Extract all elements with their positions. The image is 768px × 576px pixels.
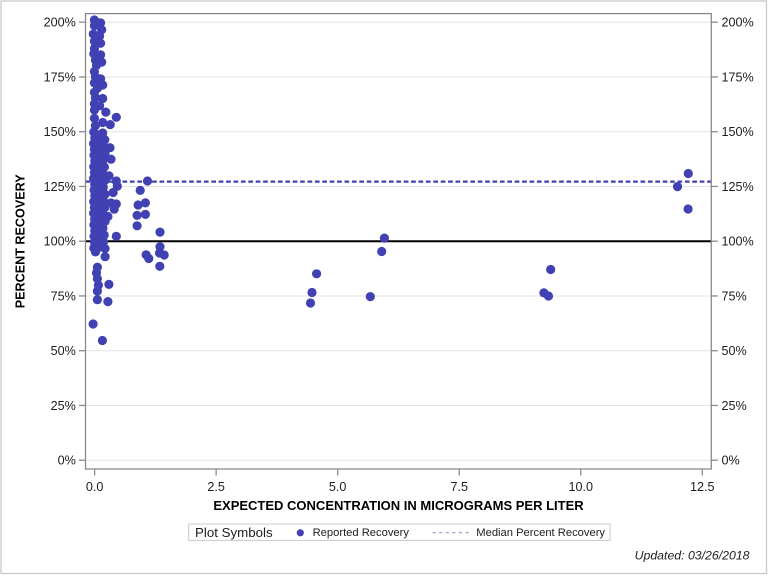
svg-text:150%: 150% [722, 125, 754, 139]
svg-text:50%: 50% [51, 344, 76, 358]
svg-text:12.5: 12.5 [690, 480, 715, 494]
svg-text:5.0: 5.0 [329, 480, 347, 494]
svg-text:Median Percent Recovery: Median Percent Recovery [476, 527, 605, 539]
svg-text:Updated: 03/26/2018: Updated: 03/26/2018 [635, 549, 750, 563]
svg-text:175%: 175% [722, 70, 754, 84]
svg-text:0%: 0% [58, 454, 76, 468]
svg-text:125%: 125% [44, 180, 76, 194]
svg-text:10.0: 10.0 [569, 480, 594, 494]
svg-text:Plot Symbols: Plot Symbols [195, 525, 273, 540]
svg-text:100%: 100% [44, 235, 76, 249]
svg-text:EXPECTED CONCENTRATION IN MICR: EXPECTED CONCENTRATION IN MICROGRAMS PER… [213, 498, 584, 513]
svg-text:0.0: 0.0 [86, 480, 104, 494]
svg-text:25%: 25% [722, 399, 747, 413]
svg-text:0%: 0% [722, 454, 740, 468]
svg-text:200%: 200% [722, 16, 754, 30]
svg-text:125%: 125% [722, 180, 754, 194]
svg-text:50%: 50% [722, 344, 747, 358]
svg-text:PERCENT RECOVERY: PERCENT RECOVERY [13, 174, 27, 308]
svg-text:Reported Recovery: Reported Recovery [313, 527, 410, 539]
svg-text:7.5: 7.5 [450, 480, 468, 494]
svg-text:75%: 75% [722, 289, 747, 303]
svg-text:200%: 200% [44, 16, 76, 30]
svg-text:150%: 150% [44, 125, 76, 139]
svg-text:2.5: 2.5 [207, 480, 225, 494]
svg-text:100%: 100% [722, 235, 754, 249]
svg-text:75%: 75% [51, 289, 76, 303]
svg-text:175%: 175% [44, 70, 76, 84]
svg-text:25%: 25% [51, 399, 76, 413]
